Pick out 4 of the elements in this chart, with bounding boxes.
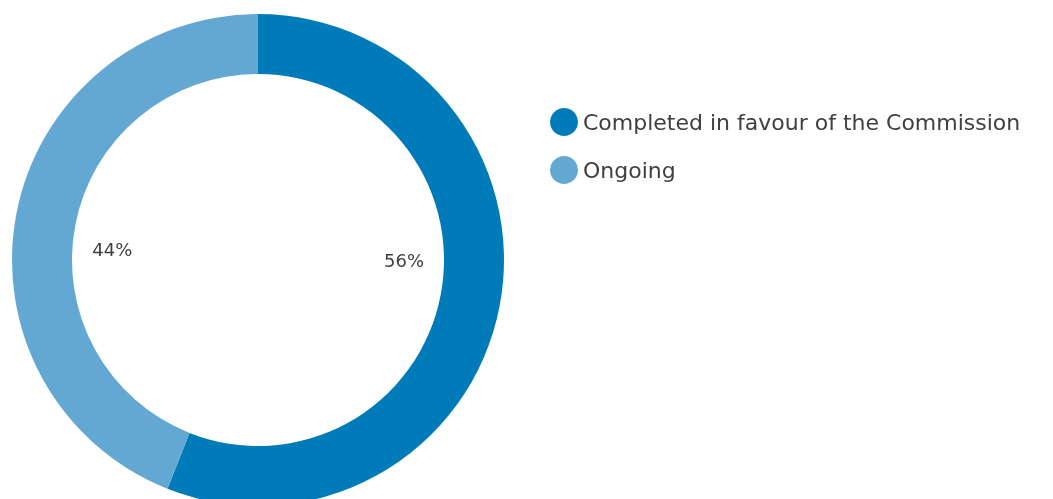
legend-label: Ongoing <box>583 157 676 183</box>
data-label: 44% <box>92 239 133 261</box>
legend-label: Completed in favour of the Commission <box>583 109 1021 135</box>
data-label: 56% <box>383 249 425 271</box>
